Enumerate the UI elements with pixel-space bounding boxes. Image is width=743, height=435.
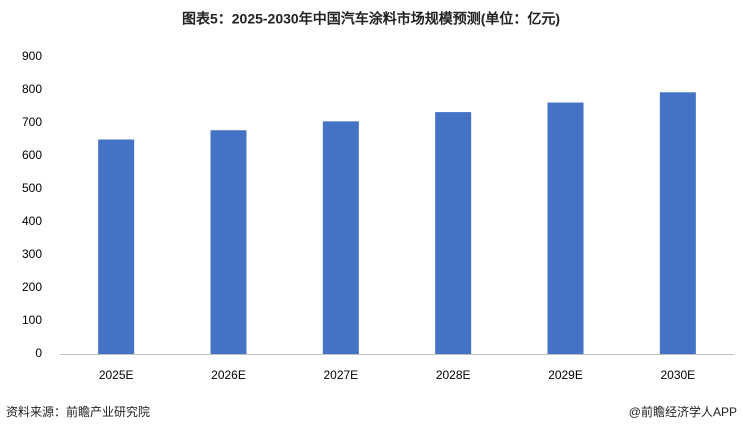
source-note: 资料来源：前瞻产业研究院: [6, 404, 150, 419]
bar: [547, 102, 584, 354]
x-tick-label: 2029E: [548, 368, 583, 382]
y-tick-label: 200: [22, 280, 42, 294]
y-tick-label: 700: [22, 115, 42, 129]
x-tick-label: 2028E: [436, 368, 471, 382]
y-tick-label: 100: [22, 313, 42, 327]
y-tick-label: 0: [35, 346, 42, 360]
bar: [322, 121, 359, 354]
x-tick-label: 2030E: [660, 368, 695, 382]
y-tick-label: 900: [22, 49, 42, 63]
bar: [435, 112, 472, 354]
x-tick-label: 2027E: [323, 368, 358, 382]
x-tick-label: 2026E: [211, 368, 246, 382]
y-tick-label: 400: [22, 214, 42, 228]
y-tick-label: 600: [22, 148, 42, 162]
x-tick-label: 2025E: [99, 368, 134, 382]
bar: [98, 139, 135, 354]
bar: [659, 92, 696, 354]
chart-title: 图表5：2025-2030年中国汽车涂料市场规模预测(单位：亿元): [182, 11, 560, 27]
y-tick-label: 300: [22, 247, 42, 261]
y-tick-label: 500: [22, 181, 42, 195]
bar: [210, 130, 247, 354]
y-tick-label: 800: [22, 82, 42, 96]
credit: @前瞻经济学人APP: [629, 404, 737, 419]
